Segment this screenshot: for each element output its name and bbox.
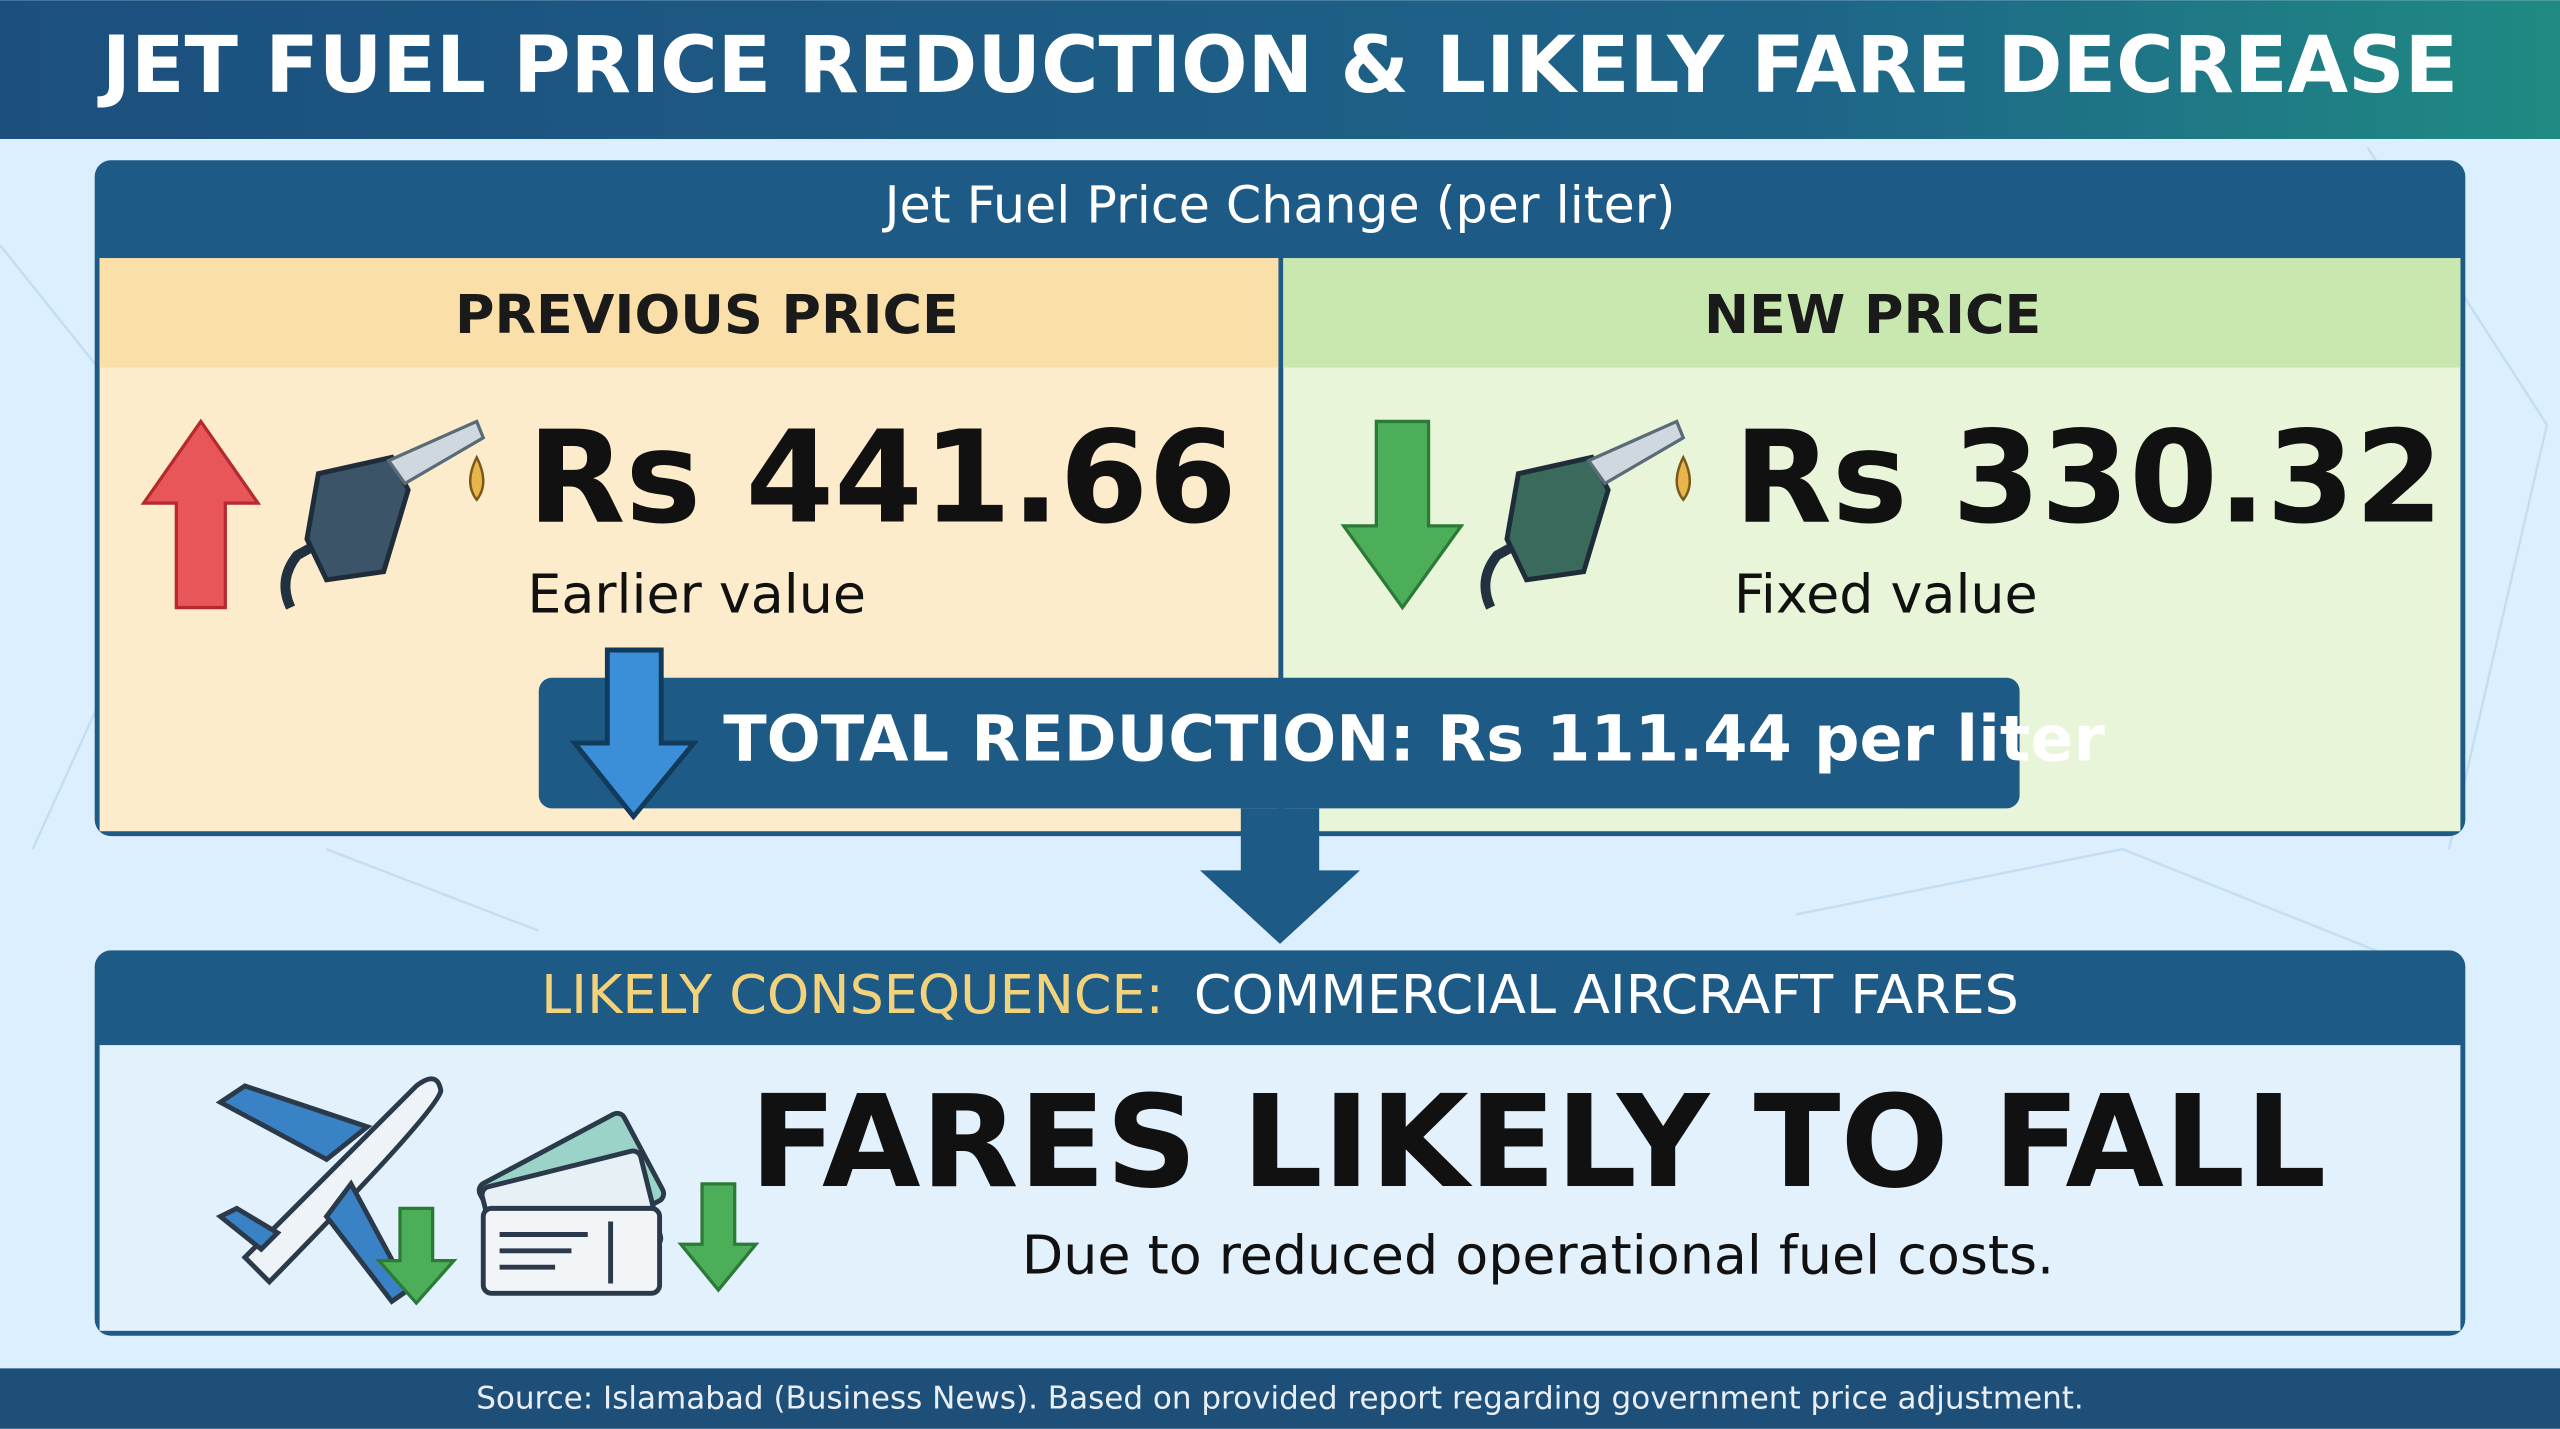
fuel-pump-icon [280, 419, 486, 610]
fuel-pump-icon [1480, 419, 1692, 610]
new-note: Fixed value [1734, 562, 2038, 625]
down-arrow [1340, 419, 1465, 611]
title-bar [0, 0, 2560, 139]
new-label: NEW PRICE [1704, 283, 2041, 346]
previous-label: PREVIOUS PRICE [455, 283, 959, 346]
footer-bar [0, 1368, 2560, 1429]
new-header [1283, 258, 2461, 368]
title: JET FUEL PRICE REDUCTION & LIKELY FARE D… [97, 20, 2458, 111]
previous-price: Rs 441.66 [527, 404, 1237, 552]
reduction-text: TOTAL REDUCTION: Rs 111.44 per liter [723, 703, 2105, 777]
previous-note: Earlier value [527, 562, 866, 625]
headline: FARES LIKELY TO FALL [750, 1069, 2327, 1217]
consequence-heading: LIKELY CONSEQUENCE: COMMERCIAL AIRCRAFT … [541, 962, 2019, 1025]
heading-rest: COMMERCIAL AIRCRAFT FARES [1194, 962, 2019, 1025]
previous-header [99, 258, 1279, 368]
panel-heading: Jet Fuel Price Change (per liter) [882, 176, 1676, 235]
plane-icon [215, 1076, 444, 1305]
tickets-icon [476, 1110, 667, 1296]
tickets-down-arrow [677, 1182, 760, 1293]
heading-highlight: LIKELY CONSEQUENCE: [541, 962, 1164, 1025]
reduction-box [538, 677, 2020, 809]
connector-arrow [1200, 808, 1360, 944]
subline: Due to reduced operational fuel costs. [1022, 1224, 2054, 1287]
footer-source: Source: Islamabad (Business News). Based… [476, 1380, 2084, 1416]
reduction-arrow [569, 647, 700, 821]
plane-down-arrow [375, 1206, 458, 1306]
new-price: Rs 330.32 [1734, 404, 2444, 552]
up-arrow [140, 418, 262, 610]
